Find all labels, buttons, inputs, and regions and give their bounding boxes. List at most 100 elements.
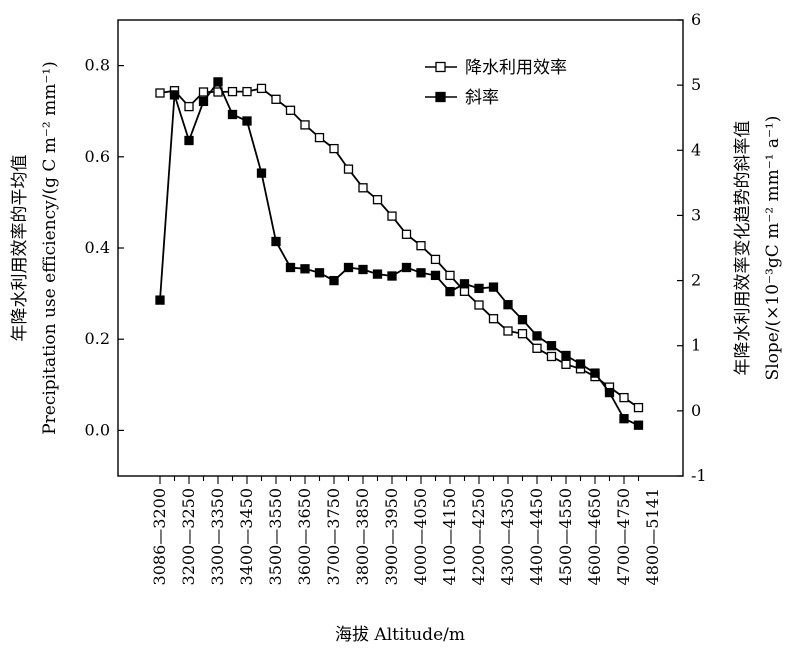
x-tick-label: 4400—4450 bbox=[527, 488, 546, 585]
x-tick-label: 4300—4350 bbox=[498, 488, 517, 585]
series-pue-point bbox=[227, 86, 238, 97]
x-tick-label: 3086—3200 bbox=[150, 488, 169, 585]
left-y-tick-label: 0.6 bbox=[85, 147, 110, 166]
x-tick-label: 4200—4250 bbox=[469, 488, 488, 585]
series-slope-line bbox=[159, 80, 639, 427]
series-slope-point bbox=[198, 96, 209, 107]
legend: 降水利用效率 斜率 bbox=[425, 58, 567, 108]
x-tick-label: 4800—5141 bbox=[643, 488, 662, 585]
right-y-tick-label: 4 bbox=[691, 140, 701, 159]
series-slope-point bbox=[561, 350, 571, 361]
series-slope-point bbox=[633, 420, 644, 430]
series-pue-point bbox=[561, 359, 571, 369]
x-tick-label: 3200—3250 bbox=[179, 488, 198, 585]
series-pue-point bbox=[474, 300, 484, 310]
left-axis-title-en: Precipitation use efficiency/(g C m⁻² mm… bbox=[40, 61, 60, 435]
right-y-tick-label: 6 bbox=[691, 10, 701, 29]
series-slope-point bbox=[575, 359, 586, 369]
right-y-tick-label: -1 bbox=[691, 466, 707, 485]
series-pue-point bbox=[459, 286, 470, 296]
series-slope-point bbox=[416, 268, 426, 278]
left-y-tick-label: 0.8 bbox=[85, 56, 110, 75]
series-slope-point bbox=[619, 414, 629, 424]
series-pue-point bbox=[619, 392, 629, 403]
right-axis-title-cn: 年降水利用效率变化趋势的斜率值 bbox=[733, 121, 753, 376]
series-slope-point bbox=[271, 236, 281, 247]
series-slope-point bbox=[445, 286, 455, 297]
series-slope-point bbox=[459, 279, 470, 289]
legend-swatch-pue-marker bbox=[435, 61, 446, 73]
x-tick-label: 3300—3350 bbox=[208, 488, 227, 585]
series-slope-point bbox=[213, 77, 223, 87]
x-tick-label: 3800—3850 bbox=[353, 488, 372, 585]
x-tick-label: 3600—3650 bbox=[295, 488, 314, 585]
x-tick-label: 4600—4650 bbox=[585, 488, 604, 585]
series-slope-point bbox=[358, 264, 368, 275]
series-pue-point bbox=[155, 88, 165, 98]
series-pue-point bbox=[242, 86, 252, 97]
series-pue-point bbox=[445, 270, 455, 281]
series-layer bbox=[155, 77, 644, 430]
series-pue-point bbox=[198, 87, 209, 97]
series-slope-point bbox=[401, 262, 412, 273]
series-slope-point bbox=[227, 109, 238, 120]
right-y-tick-label: 1 bbox=[691, 336, 701, 355]
series-slope-point bbox=[430, 270, 441, 281]
series-slope-point bbox=[329, 275, 339, 286]
series-pue-point bbox=[271, 94, 281, 104]
left-y-tick-label: 0.2 bbox=[85, 329, 110, 348]
x-axis: 3086—3200 3200—3250 3300—3350 3400—3450 3500… bbox=[150, 476, 662, 585]
series-pue-point bbox=[184, 101, 194, 112]
series-slope-point bbox=[517, 315, 528, 325]
x-tick-label: 3400—3450 bbox=[237, 488, 256, 585]
legend-swatch-slope-marker bbox=[435, 91, 446, 103]
left-y-axis: 0.0 0.2 0.4 0.6 0.8 bbox=[85, 56, 124, 439]
series-pue-point bbox=[300, 120, 310, 130]
right-y-tick-label: 3 bbox=[691, 205, 701, 224]
series-pue-point bbox=[343, 164, 354, 174]
x-tick-label: 4700—4750 bbox=[614, 488, 633, 585]
series-slope-point bbox=[155, 295, 165, 305]
series-slope-point bbox=[546, 341, 557, 351]
x-tick-label: 3700—3750 bbox=[324, 488, 343, 585]
series-slope-point bbox=[300, 264, 310, 274]
series-slope-point bbox=[314, 268, 325, 278]
right-y-tick-label: 5 bbox=[691, 75, 701, 94]
series-slope-point bbox=[488, 282, 499, 292]
series-slope-point bbox=[372, 269, 383, 279]
series-pue-point bbox=[416, 241, 426, 251]
series-pue-line bbox=[159, 87, 640, 409]
series-slope-point bbox=[256, 168, 267, 178]
series-pue-point bbox=[314, 132, 325, 143]
right-y-tick-label: 0 bbox=[691, 401, 701, 420]
right-y-axis: -1 0 1 2 3 4 5 6 bbox=[677, 10, 707, 485]
series-slope-point bbox=[242, 116, 252, 126]
x-tick-label: 4000—4050 bbox=[411, 488, 430, 585]
legend-label-pue: 降水利用效率 bbox=[465, 58, 567, 78]
series-slope-point bbox=[590, 368, 600, 378]
series-pue-point bbox=[285, 105, 296, 115]
x-tick-label: 4100—4150 bbox=[440, 488, 459, 585]
series-pue-point bbox=[401, 229, 412, 239]
x-axis-title: 海拔 Altitude/m bbox=[335, 625, 465, 645]
series-pue-point bbox=[372, 195, 383, 205]
right-y-tick-label: 2 bbox=[691, 271, 701, 290]
series-pue-point bbox=[329, 143, 339, 154]
series-slope-point bbox=[343, 262, 354, 273]
x-tick-label: 4500—4550 bbox=[556, 488, 575, 585]
series-pue-point bbox=[358, 183, 368, 193]
series-slope-point bbox=[387, 271, 397, 281]
series-slope-point bbox=[532, 331, 542, 341]
series-slope-point bbox=[184, 135, 194, 146]
series-pue-point bbox=[517, 329, 528, 339]
series-pue-point bbox=[488, 314, 499, 324]
series-slope-point bbox=[474, 283, 484, 294]
left-axis-title-cn: 年降水利用效率的平均值 bbox=[10, 155, 30, 342]
series-slope-point bbox=[604, 387, 615, 398]
legend-label-slope: 斜率 bbox=[465, 88, 499, 108]
series-slope-point bbox=[503, 300, 513, 310]
series-pue-point bbox=[430, 254, 441, 265]
series-pue-point bbox=[633, 402, 644, 413]
left-y-tick-label: 0.0 bbox=[85, 420, 110, 439]
